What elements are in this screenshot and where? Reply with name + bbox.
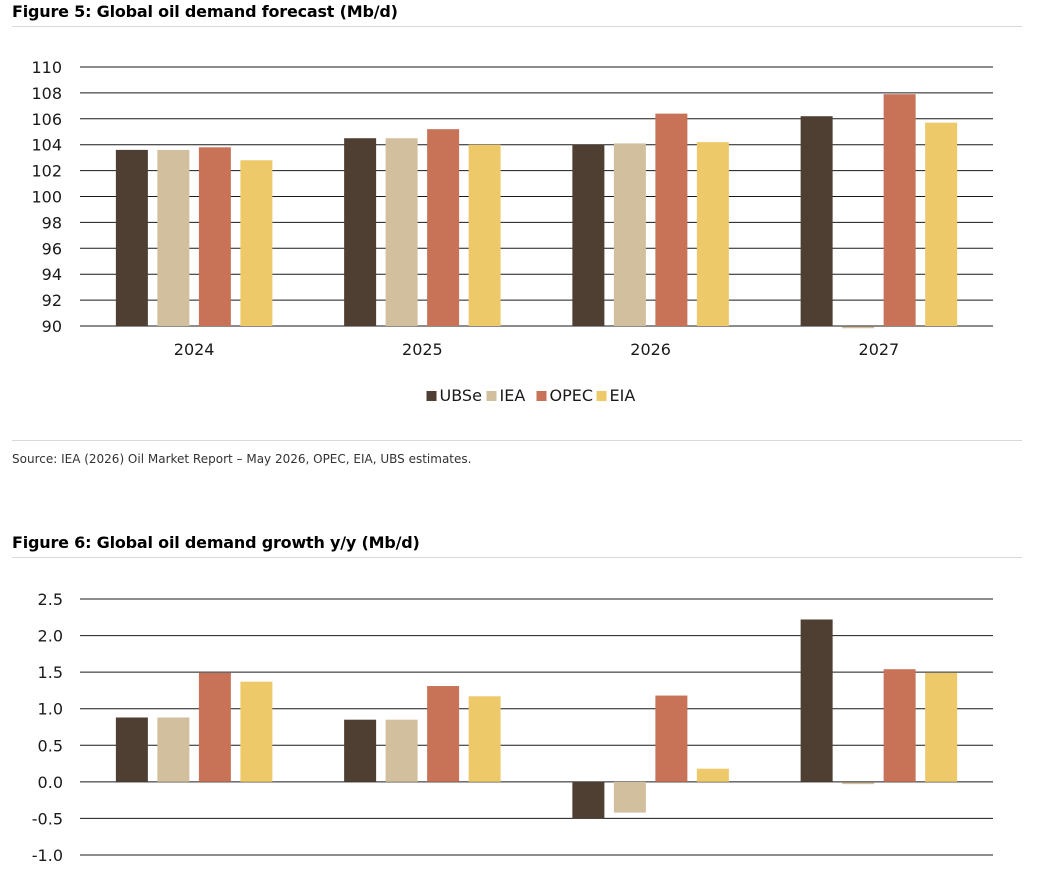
- bar-ubse-2026: [572, 144, 605, 326]
- bar-opec-2027: [883, 94, 916, 326]
- y-tick-label: 2.5: [38, 590, 63, 609]
- figure-5-title: Figure 5: Global oil demand forecast (Mb…: [12, 2, 398, 21]
- source-note: Source: IEA (2026) Oil Market Report – M…: [12, 452, 472, 466]
- x-tick-label: 2026: [630, 340, 671, 359]
- bar-ubse-2024: [115, 717, 148, 782]
- bar-iea-2026: [613, 781, 646, 813]
- legend-swatch-iea: [486, 391, 497, 401]
- bar-opec-2024: [198, 672, 231, 782]
- bar-eia-2027: [925, 672, 958, 782]
- bar-eia-2026: [696, 768, 729, 782]
- y-tick-label: 102: [31, 162, 62, 181]
- x-tick-label: 2024: [174, 340, 215, 359]
- bar-eia-2026: [696, 142, 729, 326]
- source-divider: [12, 440, 1022, 441]
- bar-opec-2026: [655, 113, 688, 327]
- bar-ubse-2025: [344, 138, 377, 326]
- bar-ubse-2026: [572, 781, 605, 819]
- demand-growth-chart: 2.5 2.0 1.5 1.0 0.5 0.0 -0.5 -1.0: [32, 590, 993, 865]
- legend-swatch-opec: [536, 391, 547, 401]
- y-tick-label: 110: [31, 58, 62, 77]
- y-tick-label: -0.5: [32, 809, 63, 828]
- y-tick-label: 0.0: [38, 773, 63, 792]
- y-tick-label: 104: [31, 136, 62, 155]
- bar-opec-2025: [427, 686, 460, 782]
- y-tick-label: 98: [42, 213, 62, 232]
- y-tick-label: 106: [31, 110, 62, 129]
- y-tick-label: 108: [31, 84, 62, 103]
- x-tick-label: 2025: [402, 340, 443, 359]
- bar-iea-2024: [157, 149, 190, 326]
- legend-swatch-ubse: [426, 391, 437, 401]
- bar-opec-2026: [655, 695, 688, 782]
- figure-6-title: Figure 6: Global oil demand growth y/y (…: [12, 533, 420, 552]
- y-tick-label: 96: [42, 239, 62, 258]
- bar-iea-2026: [613, 143, 646, 326]
- legend-label-opec: OPEC: [550, 386, 594, 405]
- bar-iea-2025: [385, 719, 418, 782]
- bar-opec-2027: [883, 669, 916, 782]
- bar-ubse-2024: [115, 149, 148, 326]
- y-tick-label: 0.5: [38, 736, 63, 755]
- title-divider: [12, 26, 1022, 27]
- bar-eia-2024: [240, 681, 273, 782]
- y-tick-label: 90: [42, 317, 62, 336]
- y-tick-label: -1.0: [32, 846, 63, 865]
- bar-iea-2025: [385, 138, 418, 326]
- bar-eia-2027: [925, 122, 958, 326]
- bar-ubse-2025: [344, 719, 377, 782]
- y-tick-label: 92: [42, 291, 62, 310]
- bar-iea-2024: [157, 717, 190, 782]
- y-tick-label: 100: [31, 188, 62, 207]
- y-tick-label: 2.0: [38, 627, 63, 646]
- bar-eia-2024: [240, 160, 273, 326]
- legend-label-ubse: UBSe: [440, 386, 482, 405]
- legend-swatch-eia: [596, 391, 607, 401]
- demand-forecast-chart: 110 108 106 104 102 100 98 96 94 92 90 2024 2025 2026…: [31, 58, 993, 405]
- bar-ubse-2027: [800, 116, 833, 327]
- y-tick-label: 1.5: [38, 663, 63, 682]
- legend-label-eia: EIA: [610, 386, 636, 405]
- bar-ubse-2027: [800, 619, 833, 782]
- legend-label-iea: IEA: [500, 386, 526, 405]
- y-tick-label: 1.0: [38, 700, 63, 719]
- bar-eia-2025: [468, 144, 501, 326]
- bar-opec-2025: [427, 129, 460, 326]
- y-tick-label: 94: [42, 265, 62, 284]
- title-divider: [12, 557, 1022, 558]
- x-tick-label: 2027: [859, 340, 900, 359]
- bar-opec-2024: [198, 147, 231, 326]
- bar-eia-2025: [468, 696, 501, 782]
